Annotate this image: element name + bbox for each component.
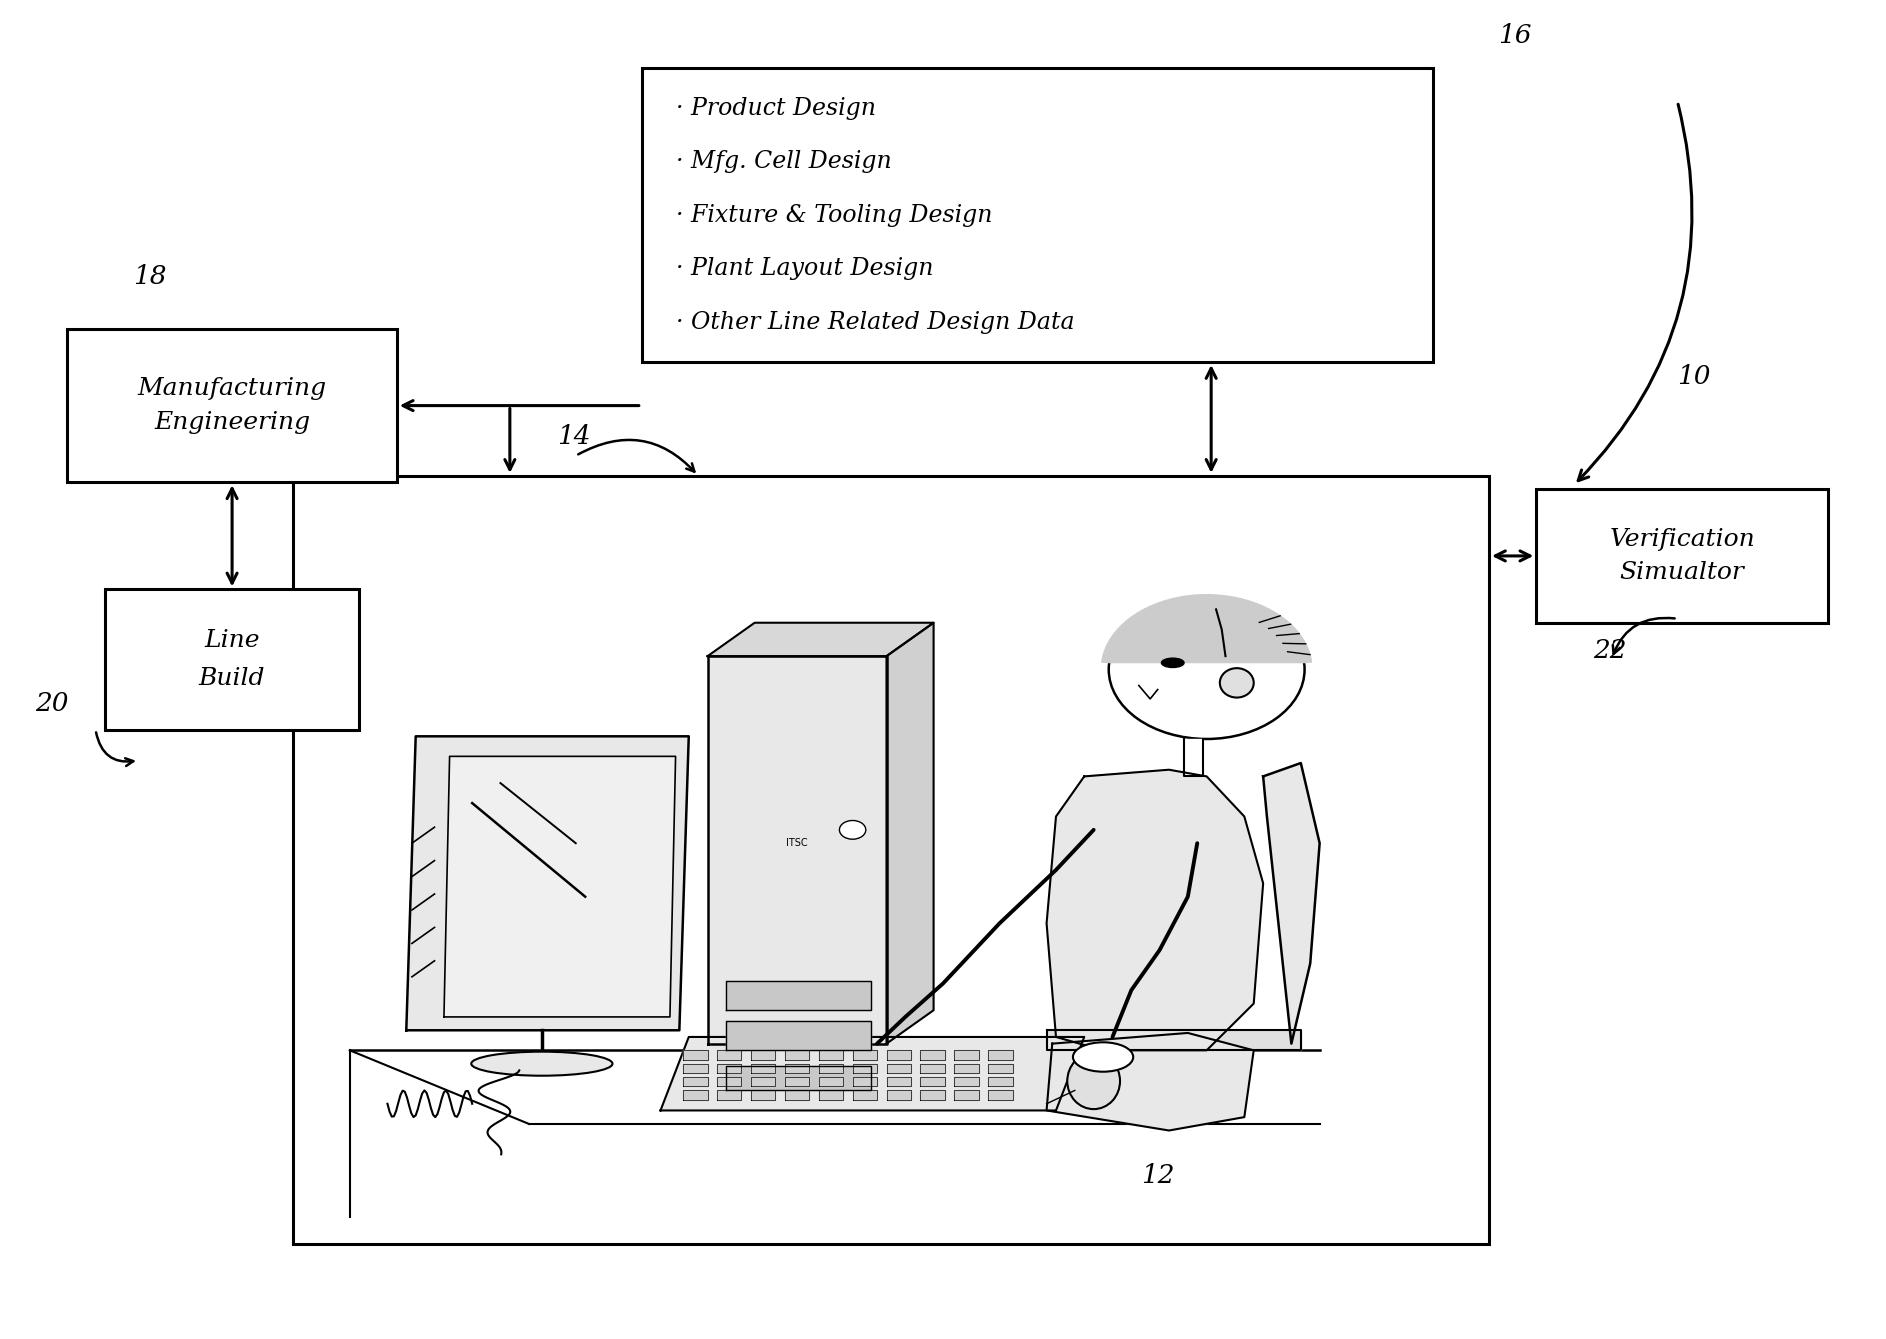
Polygon shape <box>988 1063 1013 1073</box>
Polygon shape <box>726 1066 871 1090</box>
Polygon shape <box>717 1090 741 1099</box>
Polygon shape <box>819 1050 843 1059</box>
Polygon shape <box>886 1050 911 1059</box>
Polygon shape <box>726 1020 871 1050</box>
Polygon shape <box>683 1077 707 1086</box>
Polygon shape <box>988 1090 1013 1099</box>
Polygon shape <box>1184 739 1203 777</box>
Polygon shape <box>1101 595 1311 663</box>
Polygon shape <box>1047 770 1264 1050</box>
Polygon shape <box>1264 763 1320 1043</box>
Polygon shape <box>852 1077 877 1086</box>
Polygon shape <box>886 1090 911 1099</box>
Polygon shape <box>954 1050 979 1059</box>
Polygon shape <box>785 1077 809 1086</box>
Polygon shape <box>785 1050 809 1059</box>
Polygon shape <box>920 1050 945 1059</box>
FancyBboxPatch shape <box>641 68 1433 362</box>
Polygon shape <box>405 736 688 1030</box>
FancyBboxPatch shape <box>1537 489 1828 623</box>
Ellipse shape <box>1073 1042 1133 1071</box>
Circle shape <box>839 821 866 840</box>
Polygon shape <box>751 1063 775 1073</box>
Polygon shape <box>988 1050 1013 1059</box>
Polygon shape <box>819 1063 843 1073</box>
Polygon shape <box>660 1036 1084 1110</box>
Text: 12: 12 <box>1141 1164 1175 1188</box>
Polygon shape <box>717 1063 741 1073</box>
Text: · Other Line Related Design Data: · Other Line Related Design Data <box>675 311 1075 333</box>
Polygon shape <box>1047 1032 1254 1130</box>
FancyBboxPatch shape <box>68 329 396 482</box>
Text: 14: 14 <box>556 424 590 449</box>
Polygon shape <box>443 757 675 1016</box>
Polygon shape <box>707 656 886 1043</box>
Polygon shape <box>954 1063 979 1073</box>
Polygon shape <box>920 1090 945 1099</box>
Text: 20: 20 <box>36 691 68 716</box>
Polygon shape <box>886 1077 911 1086</box>
Text: 16: 16 <box>1499 23 1531 48</box>
Polygon shape <box>954 1077 979 1086</box>
Text: 10: 10 <box>1677 364 1711 388</box>
Polygon shape <box>852 1090 877 1099</box>
Polygon shape <box>683 1090 707 1099</box>
Text: Line
Build: Line Build <box>198 629 266 690</box>
Polygon shape <box>852 1063 877 1073</box>
Polygon shape <box>726 981 871 1010</box>
Text: Verification
Simualtor: Verification Simualtor <box>1609 528 1756 584</box>
Text: ITSC: ITSC <box>786 838 807 848</box>
Text: · Product Design: · Product Design <box>675 96 875 119</box>
Polygon shape <box>920 1063 945 1073</box>
Text: 18: 18 <box>134 264 166 289</box>
Polygon shape <box>717 1077 741 1086</box>
Polygon shape <box>683 1063 707 1073</box>
Polygon shape <box>785 1063 809 1073</box>
Polygon shape <box>751 1050 775 1059</box>
Polygon shape <box>707 623 934 656</box>
FancyBboxPatch shape <box>294 475 1490 1244</box>
Circle shape <box>1109 600 1305 739</box>
Polygon shape <box>886 1063 911 1073</box>
Text: · Mfg. Cell Design: · Mfg. Cell Design <box>675 150 892 173</box>
Polygon shape <box>852 1050 877 1059</box>
Polygon shape <box>886 623 934 1043</box>
Polygon shape <box>717 1050 741 1059</box>
Polygon shape <box>954 1090 979 1099</box>
FancyBboxPatch shape <box>106 589 358 730</box>
Polygon shape <box>751 1090 775 1099</box>
Polygon shape <box>785 1090 809 1099</box>
Text: · Fixture & Tooling Design: · Fixture & Tooling Design <box>675 204 992 226</box>
Polygon shape <box>683 1050 707 1059</box>
Polygon shape <box>751 1077 775 1086</box>
Polygon shape <box>988 1077 1013 1086</box>
Polygon shape <box>819 1090 843 1099</box>
Polygon shape <box>819 1077 843 1086</box>
Ellipse shape <box>1162 659 1184 668</box>
Text: Manufacturing
Engineering: Manufacturing Engineering <box>138 378 326 434</box>
Text: · Plant Layout Design: · Plant Layout Design <box>675 257 934 280</box>
Text: 22: 22 <box>1592 637 1626 663</box>
Ellipse shape <box>472 1051 613 1075</box>
Ellipse shape <box>1067 1052 1120 1109</box>
Polygon shape <box>920 1077 945 1086</box>
Ellipse shape <box>1220 668 1254 698</box>
Polygon shape <box>1047 1030 1301 1050</box>
